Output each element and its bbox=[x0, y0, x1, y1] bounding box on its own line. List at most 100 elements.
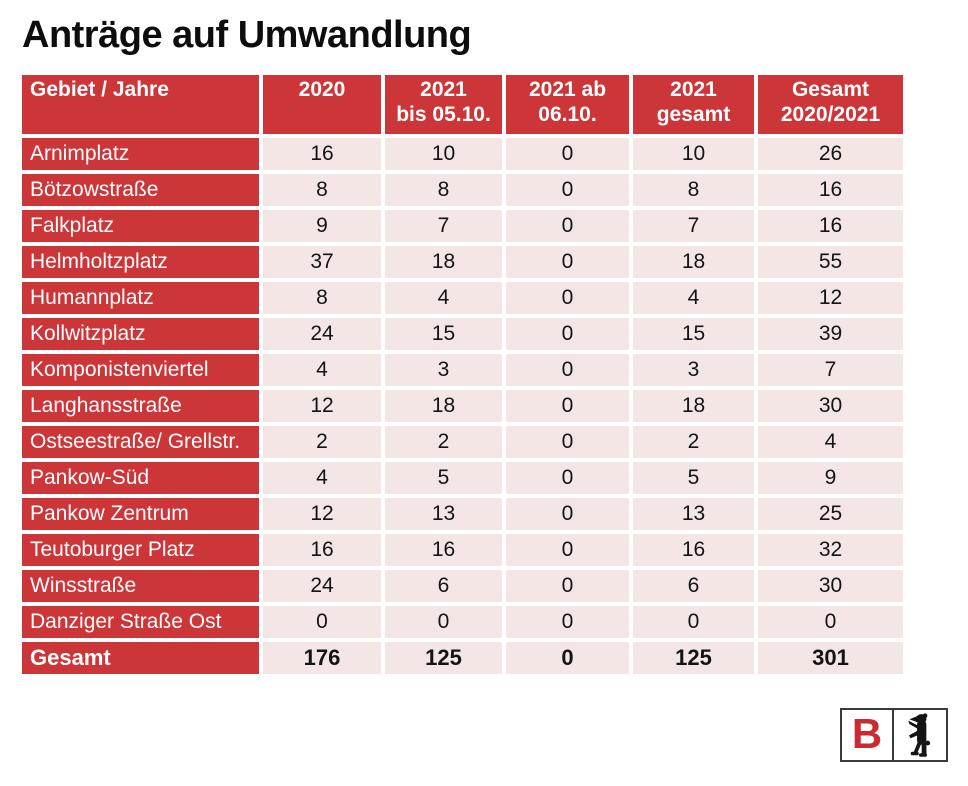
cell-value: 16 bbox=[633, 534, 754, 566]
cell-value: 0 bbox=[506, 282, 629, 314]
row-label: Pankow-Süd bbox=[22, 462, 259, 494]
cell-value: 8 bbox=[263, 174, 381, 206]
cell-value: 7 bbox=[758, 354, 903, 386]
table-row: Ostseestraße/ Grellstr. 2 2 0 2 4 bbox=[22, 426, 903, 458]
cell-value: 4 bbox=[633, 282, 754, 314]
row-label: Humannplatz bbox=[22, 282, 259, 314]
berlin-bear-icon bbox=[908, 713, 931, 757]
cell-value: 30 bbox=[758, 390, 903, 422]
table-row: Langhansstraße 12 18 0 18 30 bbox=[22, 390, 903, 422]
cell-value: 10 bbox=[633, 138, 754, 170]
col-header-2020: 2020 bbox=[263, 75, 381, 134]
total-row-label: Gesamt bbox=[22, 642, 259, 674]
cell-value: 4 bbox=[385, 282, 502, 314]
cell-value: 0 bbox=[506, 246, 629, 278]
berlin-logo: B bbox=[840, 708, 948, 762]
col-header-2021-bis: 2021 bis 05.10. bbox=[385, 75, 502, 134]
cell-value: 16 bbox=[263, 534, 381, 566]
logo-letter-b: B bbox=[851, 710, 883, 757]
cell-value: 55 bbox=[758, 246, 903, 278]
cell-value: 32 bbox=[758, 534, 903, 566]
cell-value: 16 bbox=[385, 534, 502, 566]
cell-value: 12 bbox=[263, 390, 381, 422]
table-row: Pankow-Süd 4 5 0 5 9 bbox=[22, 462, 903, 494]
cell-value: 15 bbox=[385, 318, 502, 350]
table-row: Teutoburger Platz 16 16 0 16 32 bbox=[22, 534, 903, 566]
cell-value: 12 bbox=[263, 498, 381, 530]
row-label: Winsstraße bbox=[22, 570, 259, 602]
cell-value: 0 bbox=[263, 606, 381, 638]
page-title: Anträge auf Umwandlung bbox=[22, 14, 472, 56]
cell-value: 0 bbox=[506, 534, 629, 566]
cell-value: 18 bbox=[633, 246, 754, 278]
cell-value: 16 bbox=[758, 174, 903, 206]
row-label: Falkplatz bbox=[22, 210, 259, 242]
table-total-row: Gesamt 176 125 0 125 301 bbox=[22, 642, 903, 674]
logo-bear-box bbox=[894, 708, 948, 762]
cell-value: 0 bbox=[506, 462, 629, 494]
cell-value: 7 bbox=[633, 210, 754, 242]
cell-value: 24 bbox=[263, 318, 381, 350]
row-label: Bötzowstraße bbox=[22, 174, 259, 206]
umwandlung-table: Gebiet / Jahre 2020 2021 bis 05.10. 2021… bbox=[18, 71, 907, 678]
cell-value: 37 bbox=[263, 246, 381, 278]
cell-value: 8 bbox=[633, 174, 754, 206]
cell-value: 2 bbox=[633, 426, 754, 458]
cell-value: 8 bbox=[263, 282, 381, 314]
table-row: Danziger Straße Ost 0 0 0 0 0 bbox=[22, 606, 903, 638]
cell-value: 39 bbox=[758, 318, 903, 350]
table-row: Winsstraße 24 6 0 6 30 bbox=[22, 570, 903, 602]
logo-letter-box: B bbox=[840, 708, 894, 762]
cell-value: 2 bbox=[385, 426, 502, 458]
total-cell-value: 125 bbox=[633, 642, 754, 674]
cell-value: 16 bbox=[758, 210, 903, 242]
cell-value: 10 bbox=[385, 138, 502, 170]
row-label: Danziger Straße Ost bbox=[22, 606, 259, 638]
cell-value: 0 bbox=[506, 354, 629, 386]
cell-value: 15 bbox=[633, 318, 754, 350]
row-label: Kollwitzplatz bbox=[22, 318, 259, 350]
cell-value: 18 bbox=[385, 390, 502, 422]
cell-value: 0 bbox=[506, 210, 629, 242]
table-row: Humannplatz 8 4 0 4 12 bbox=[22, 282, 903, 314]
table-row: Helmholtzplatz 37 18 0 18 55 bbox=[22, 246, 903, 278]
cell-value: 12 bbox=[758, 282, 903, 314]
row-label: Arnimplatz bbox=[22, 138, 259, 170]
cell-value: 0 bbox=[506, 570, 629, 602]
col-header-2021-ab: 2021 ab 06.10. bbox=[506, 75, 629, 134]
cell-value: 5 bbox=[633, 462, 754, 494]
cell-value: 6 bbox=[633, 570, 754, 602]
cell-value: 25 bbox=[758, 498, 903, 530]
row-label: Ostseestraße/ Grellstr. bbox=[22, 426, 259, 458]
cell-value: 5 bbox=[385, 462, 502, 494]
cell-value: 4 bbox=[263, 462, 381, 494]
table-row: Falkplatz 9 7 0 7 16 bbox=[22, 210, 903, 242]
cell-value: 3 bbox=[633, 354, 754, 386]
table-row: Pankow Zentrum 12 13 0 13 25 bbox=[22, 498, 903, 530]
row-label: Langhansstraße bbox=[22, 390, 259, 422]
cell-value: 2 bbox=[263, 426, 381, 458]
cell-value: 4 bbox=[263, 354, 381, 386]
row-label: Teutoburger Platz bbox=[22, 534, 259, 566]
col-header-gebiet-jahre: Gebiet / Jahre bbox=[22, 75, 259, 134]
cell-value: 8 bbox=[385, 174, 502, 206]
cell-value: 6 bbox=[385, 570, 502, 602]
row-label: Pankow Zentrum bbox=[22, 498, 259, 530]
cell-value: 0 bbox=[506, 498, 629, 530]
cell-value: 7 bbox=[385, 210, 502, 242]
cell-value: 4 bbox=[758, 426, 903, 458]
cell-value: 18 bbox=[385, 246, 502, 278]
cell-value: 0 bbox=[633, 606, 754, 638]
cell-value: 30 bbox=[758, 570, 903, 602]
cell-value: 0 bbox=[385, 606, 502, 638]
table-row: Kollwitzplatz 24 15 0 15 39 bbox=[22, 318, 903, 350]
row-label: Helmholtzplatz bbox=[22, 246, 259, 278]
table-header-row: Gebiet / Jahre 2020 2021 bis 05.10. 2021… bbox=[22, 75, 903, 134]
col-header-2021-gesamt: 2021 gesamt bbox=[633, 75, 754, 134]
total-cell-value: 176 bbox=[263, 642, 381, 674]
cell-value: 9 bbox=[263, 210, 381, 242]
cell-value: 18 bbox=[633, 390, 754, 422]
cell-value: 13 bbox=[385, 498, 502, 530]
cell-value: 13 bbox=[633, 498, 754, 530]
cell-value: 24 bbox=[263, 570, 381, 602]
